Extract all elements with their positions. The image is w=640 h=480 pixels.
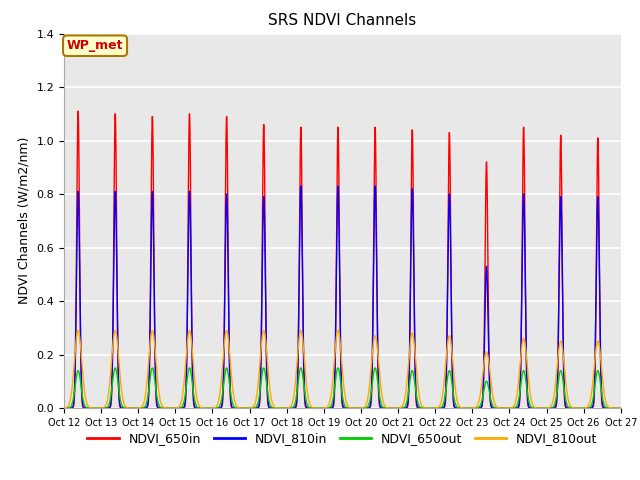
Title: SRS NDVI Channels: SRS NDVI Channels	[268, 13, 417, 28]
Y-axis label: NDVI Channels (W/m2/nm): NDVI Channels (W/m2/nm)	[18, 137, 31, 304]
Legend: NDVI_650in, NDVI_810in, NDVI_650out, NDVI_810out: NDVI_650in, NDVI_810in, NDVI_650out, NDV…	[83, 427, 602, 450]
Text: WP_met: WP_met	[67, 39, 124, 52]
